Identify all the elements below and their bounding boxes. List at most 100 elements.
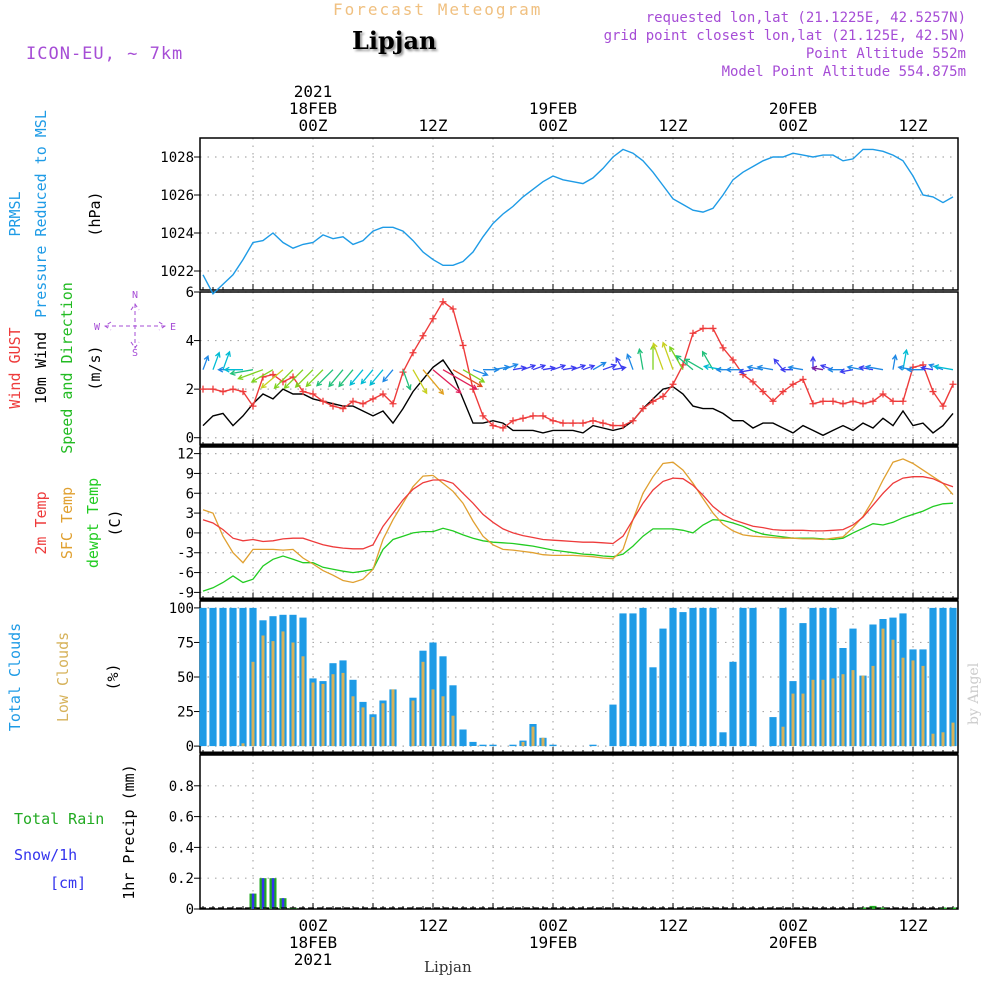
low-cloud-bar — [301, 656, 305, 747]
location-title: Lipjan — [352, 26, 437, 55]
gust-point — [629, 417, 637, 425]
total-cloud-bar — [229, 607, 237, 747]
wind-arrow — [338, 369, 354, 388]
time-label-top: 00Z — [299, 116, 328, 135]
y-tick-label: 2 — [186, 382, 194, 398]
low-cloud-bar — [441, 696, 445, 746]
precip-rain-label: Total Rain — [14, 810, 104, 828]
wind-arrow — [552, 363, 567, 371]
compass-east-label: E — [170, 322, 176, 333]
gust-point — [549, 417, 557, 425]
y-tick-label: 3 — [186, 506, 194, 522]
compass-west-label: W — [94, 322, 101, 333]
y-tick-label: -6 — [177, 566, 194, 582]
wind-arrow — [683, 358, 704, 371]
compass-south-label: S — [132, 348, 138, 359]
total-cloud-bar — [209, 607, 217, 747]
wind-arrow — [756, 364, 774, 371]
y-tick-label: 6 — [186, 486, 194, 502]
low-cloud-bar — [811, 679, 815, 747]
gust-point — [339, 405, 347, 413]
time-label-top: 12Z — [659, 116, 688, 135]
wind-arrow — [725, 366, 743, 373]
wind-arrow — [442, 369, 478, 390]
y-tick-label: 0 — [186, 431, 194, 447]
gust-point — [689, 329, 697, 337]
total-cloud-bar — [469, 741, 477, 746]
low-cloud-bar — [951, 722, 955, 747]
wind-arrow — [402, 369, 412, 391]
time-label-bottom: 20FEB — [769, 933, 817, 952]
wind-arrow — [472, 369, 489, 377]
total-cloud-bar — [629, 613, 637, 747]
total-cloud-bar — [819, 607, 827, 747]
temperature-axis-label: SFC Temp — [58, 487, 76, 559]
gust-point — [309, 390, 317, 398]
wind-arrow — [422, 369, 445, 395]
wind-axis-label: 10m Wind — [32, 332, 50, 404]
total-cloud-bar — [949, 607, 957, 747]
low-cloud-bar — [251, 661, 255, 747]
wind-arrow — [773, 358, 784, 371]
wind-arrow — [462, 369, 486, 383]
low-cloud-bar — [921, 665, 925, 746]
y-tick-label: 1024 — [160, 226, 194, 242]
low-cloud-bar — [411, 700, 415, 747]
gust-point — [829, 397, 837, 405]
total-cloud-bar — [549, 744, 557, 747]
low-cloud-bar — [391, 689, 395, 747]
total-cloud-bar — [609, 704, 617, 747]
wind-arrow — [237, 369, 264, 381]
low-cloud-bar — [341, 672, 345, 747]
low-cloud-bar — [891, 639, 895, 747]
total-cloud-bar — [509, 744, 517, 747]
gust-point — [809, 400, 817, 408]
low-cloud-bar — [431, 689, 435, 747]
wind-arrow — [920, 365, 934, 372]
wind-arrow — [212, 351, 221, 370]
gust-point — [759, 388, 767, 396]
low-cloud-bar — [361, 707, 365, 747]
gust-point — [329, 402, 337, 410]
y-tick-label: 6 — [186, 285, 194, 301]
gust-point — [359, 400, 367, 408]
time-label-bottom: 18FEB — [289, 933, 337, 952]
time-label-top: 2021 — [294, 82, 333, 101]
wind-arrow — [932, 364, 954, 371]
point-altitude: Point Altitude 552m — [805, 46, 966, 62]
y-tick-label: 0 — [186, 902, 194, 918]
y-tick-label: 50 — [177, 670, 194, 686]
gust-point — [569, 419, 577, 427]
low-cloud-bar — [871, 665, 875, 746]
time-label-bottom: 12Z — [419, 916, 448, 935]
gust-point — [789, 380, 797, 388]
low-cloud-bar — [791, 693, 795, 747]
y-tick-label: 75 — [177, 635, 194, 651]
model-altitude: Model Point Altitude 554.875m — [721, 64, 966, 80]
gust-point — [369, 395, 377, 403]
wind-arrow — [626, 353, 634, 370]
gust-point — [489, 422, 497, 430]
gust-point — [519, 414, 527, 422]
gust-point — [839, 400, 847, 408]
wind-arrow — [229, 369, 254, 376]
precip-axis-label: 1hr Precip (mm) — [120, 764, 138, 899]
low-cloud-bar — [281, 631, 285, 747]
panel-frame-precip — [199, 754, 959, 910]
low-cloud-bar — [841, 674, 845, 747]
low-cloud-bar — [861, 675, 865, 747]
y-tick-label: -9 — [177, 585, 194, 601]
total-cloud-bar — [649, 667, 657, 747]
low-cloud-bar — [311, 682, 315, 747]
total-cloud-bar — [449, 685, 457, 747]
wind-arrow — [452, 369, 484, 388]
gust-point — [209, 385, 217, 393]
gust-point — [889, 397, 897, 405]
y-tick-label: 25 — [177, 705, 194, 721]
gust-point — [389, 400, 397, 408]
total-cloud-bar — [689, 607, 697, 747]
gust-point — [249, 402, 257, 410]
gust-point — [769, 397, 777, 405]
time-label-top: 12Z — [419, 116, 448, 135]
time-label-top: 12Z — [899, 116, 928, 135]
